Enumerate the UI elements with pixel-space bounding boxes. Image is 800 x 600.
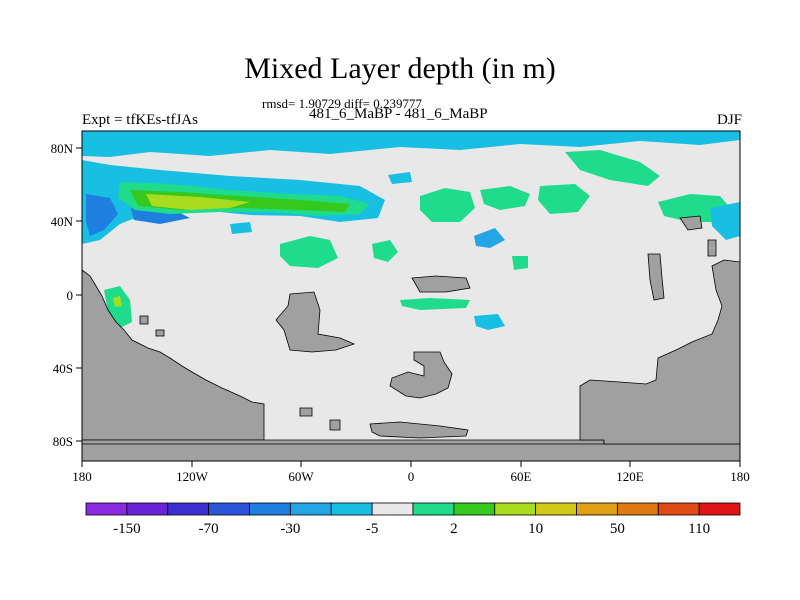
colorbar-swatch [330, 502, 373, 516]
colorbar-swatch [249, 502, 291, 516]
subtitle: 481_6_MaBP - 481_6_MaBP [309, 106, 488, 122]
land-east-asia-3 [707, 239, 717, 257]
colorbar-label: 10 [528, 521, 543, 537]
land-africa-1 [275, 291, 356, 353]
contour-green-tropical-1 [280, 236, 338, 268]
colorbar-label: 50 [610, 521, 625, 537]
x-tick-label: 60W [288, 469, 314, 484]
colorbar-swatch [494, 502, 537, 516]
page-title: Mixed Layer depth (in m) [244, 52, 556, 85]
contour-blue-patch [474, 228, 505, 248]
contour-green-tropical-5 [104, 286, 132, 328]
land-speck-1 [139, 315, 149, 325]
colorbar-swatch [616, 502, 659, 516]
land-speck-2 [155, 329, 165, 337]
stats-text: rmsd= 1.90729 diff= 0.239777 [262, 96, 422, 111]
x-tick-label: 60E [511, 469, 532, 484]
colorbar-label: -5 [366, 521, 379, 537]
colorbar-label: -150 [113, 521, 141, 537]
colorbar-swatch [698, 502, 741, 516]
colorbar-swatch [289, 502, 332, 516]
colorbar-label: -30 [280, 521, 300, 537]
land-central-2 [411, 275, 471, 293]
contour-green-tropical-2 [372, 240, 398, 262]
contour-green-tropical-3 [512, 256, 528, 270]
x-tick-labels: 180 120W 60W 0 60E 120E 180 [72, 469, 750, 484]
contour-cyan-tropical [474, 314, 505, 330]
x-tick-label: 180 [72, 469, 92, 484]
x-tick-label: 120W [176, 469, 209, 484]
contour-cyan-nwpacific [710, 202, 740, 240]
colorbar-swatch [85, 502, 128, 516]
land-central-3 [369, 421, 469, 439]
colorbar-label: -70 [199, 521, 219, 537]
y-tick-label: 40S [53, 361, 73, 376]
y-tick-label: 80S [53, 434, 73, 449]
colorbar-swatch [126, 502, 169, 516]
x-tick-label: 180 [730, 469, 750, 484]
contour-green-siberia [565, 150, 660, 186]
land-south-america [81, 269, 265, 441]
land-central-4 [299, 407, 313, 417]
contour-green-eurasia-1 [480, 186, 530, 210]
colorbar-swatch [208, 502, 250, 516]
colorbar [85, 502, 741, 516]
contour-green-tropical-4 [400, 298, 470, 310]
land-central-1 [389, 351, 453, 399]
land-east-asia-1 [647, 253, 665, 301]
experiment-label: Expt = tfKEs-tfJAs [82, 112, 198, 128]
colorbar-swatch [412, 502, 455, 516]
colorbar-swatch [371, 502, 414, 516]
colorbar-label: 2 [450, 521, 458, 537]
x-tick-label: 120E [616, 469, 644, 484]
contour-cyan-arctic [82, 131, 740, 157]
contour-green-eurasia-2 [538, 184, 590, 214]
contour-blue-npacific [86, 194, 118, 236]
y-tick-label: 0 [67, 288, 74, 303]
colorbar-label: 110 [688, 521, 710, 537]
contour-yellowgreen-npacific [146, 194, 250, 210]
colorbar-labels: -150 -70 -30 -5 2 10 50 110 [113, 521, 710, 537]
mld-difference-fill [82, 131, 740, 330]
colorbar-swatch [453, 502, 496, 516]
axis-ticks [76, 147, 741, 467]
land-central-5 [329, 419, 341, 431]
x-tick-label: 0 [408, 469, 415, 484]
colorbar-swatch [535, 502, 577, 516]
land-right [579, 259, 741, 445]
contour-green-natlantic [420, 188, 475, 222]
colorbar-swatch [167, 502, 210, 516]
land-east-asia-2 [679, 215, 703, 231]
y-tick-label: 40N [51, 214, 74, 229]
y-tick-label: 80N [51, 141, 74, 156]
y-tick-labels: 80N 40N 0 40S 80S [51, 141, 74, 449]
contour-yellowgreen-tropical [113, 296, 122, 307]
land-masses [81, 215, 741, 462]
colorbar-swatch [657, 502, 700, 516]
colorbar-swatch [576, 502, 618, 516]
contour-cyan-patch-2 [388, 172, 412, 184]
contour-cyan-tropical-2 [230, 222, 252, 234]
season-label: DJF [716, 112, 742, 128]
